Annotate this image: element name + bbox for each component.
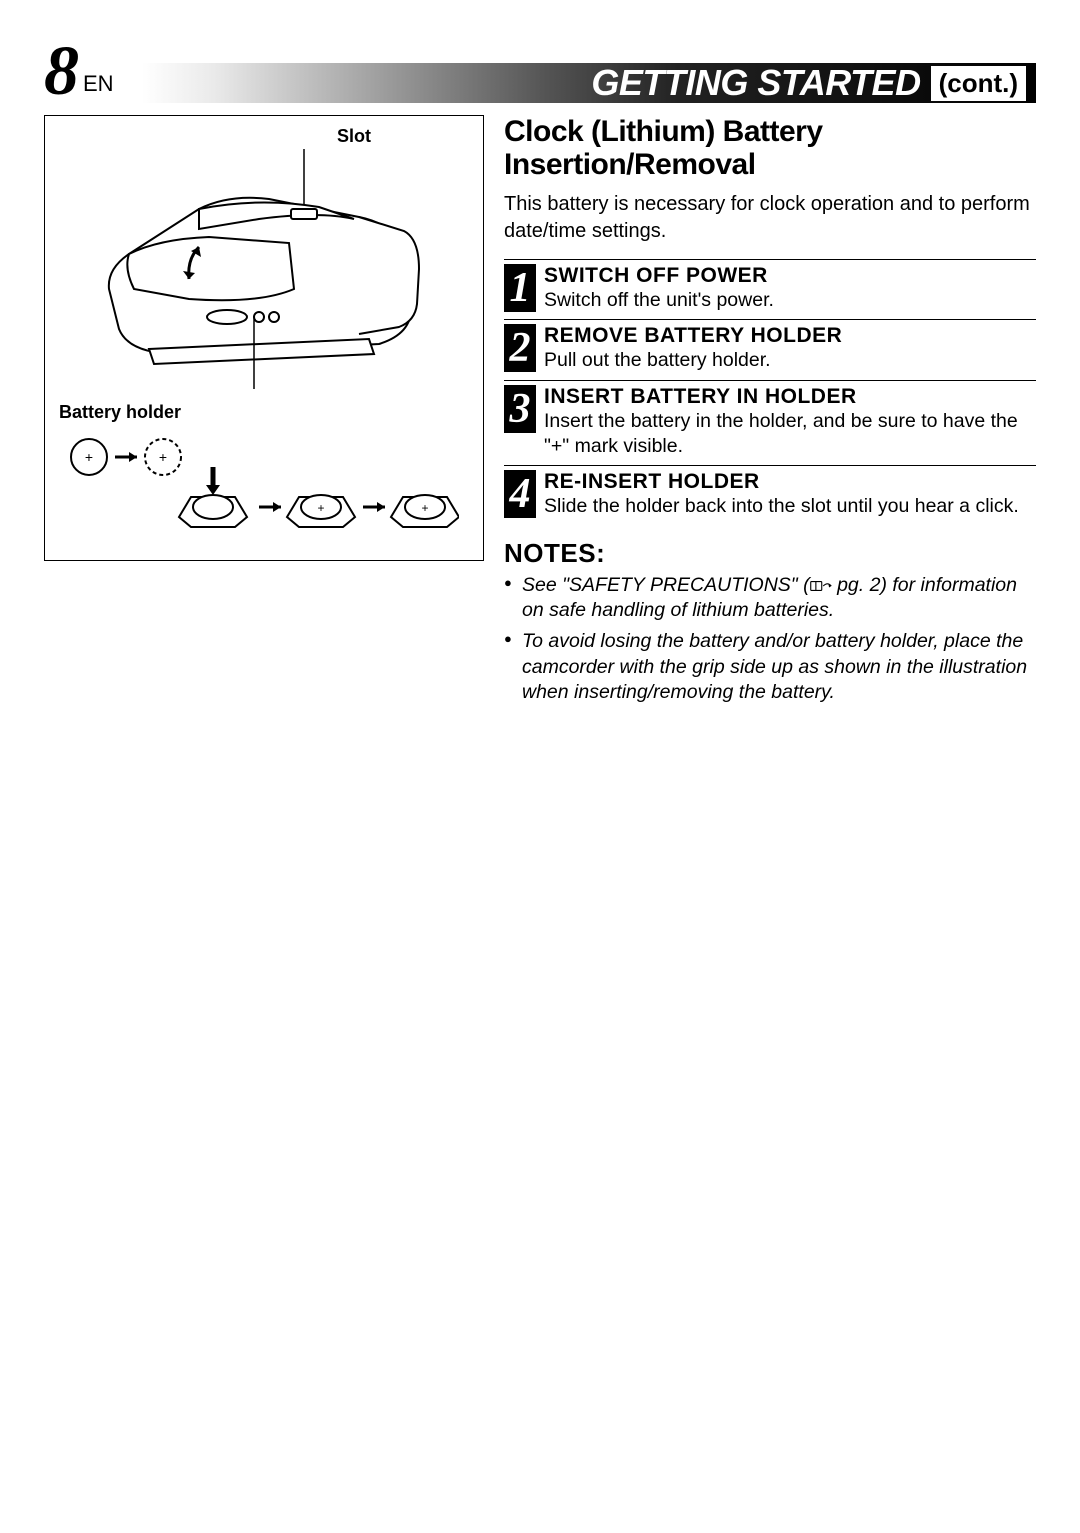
step-text: Pull out the battery holder. xyxy=(544,348,1036,373)
language-code: EN xyxy=(83,71,114,97)
header-title: GETTING STARTED xyxy=(591,62,920,104)
page-ref-icon xyxy=(810,579,832,593)
notes-heading: NOTES: xyxy=(504,538,1036,569)
step-number: 1 xyxy=(504,264,536,312)
step-1: 1 SWITCH OFF POWER Switch off the unit's… xyxy=(504,259,1036,319)
step-text: Insert the battery in the holder, and be… xyxy=(544,409,1036,460)
section-intro: This battery is necessary for clock oper… xyxy=(504,191,1036,245)
note-item: To avoid losing the battery and/or batte… xyxy=(504,629,1036,705)
step-number: 3 xyxy=(504,385,536,433)
camcorder-diagram xyxy=(59,149,459,389)
svg-text:+: + xyxy=(85,449,93,465)
page-header: 8 EN GETTING STARTED (cont.) xyxy=(44,40,1036,103)
page-number: 8 xyxy=(44,40,79,103)
step-2: 2 REMOVE BATTERY HOLDER Pull out the bat… xyxy=(504,319,1036,379)
step-heading: SWITCH OFF POWER xyxy=(544,264,1036,288)
svg-text:+: + xyxy=(421,501,428,515)
diagram-container: Slot xyxy=(44,115,484,561)
step-heading: RE-INSERT HOLDER xyxy=(544,470,1036,494)
section-title: Clock (Lithium) Battery Insertion/Remova… xyxy=(504,115,1036,181)
step-text: Slide the holder back into the slot unti… xyxy=(544,494,1036,519)
step-heading: REMOVE BATTERY HOLDER xyxy=(544,324,1036,348)
step-number: 2 xyxy=(504,324,536,372)
notes-list: See "SAFETY PRECAUTIONS" ( pg. 2) for in… xyxy=(504,573,1036,706)
svg-text:+: + xyxy=(317,501,324,515)
holder-sequence-diagram: + + xyxy=(59,427,459,537)
step-3: 3 INSERT BATTERY IN HOLDER Insert the ba… xyxy=(504,380,1036,466)
step-heading: INSERT BATTERY IN HOLDER xyxy=(544,385,1036,409)
svg-text:+: + xyxy=(159,449,167,465)
step-text: Switch off the unit's power. xyxy=(544,288,1036,313)
header-gradient-bar: GETTING STARTED (cont.) xyxy=(142,63,1036,103)
note-item: See "SAFETY PRECAUTIONS" ( pg. 2) for in… xyxy=(504,573,1036,624)
step-number: 4 xyxy=(504,470,536,518)
battery-holder-label: Battery holder xyxy=(59,402,469,423)
header-cont: (cont.) xyxy=(931,66,1026,101)
step-4: 4 RE-INSERT HOLDER Slide the holder back… xyxy=(504,465,1036,525)
slot-label: Slot xyxy=(239,126,469,147)
